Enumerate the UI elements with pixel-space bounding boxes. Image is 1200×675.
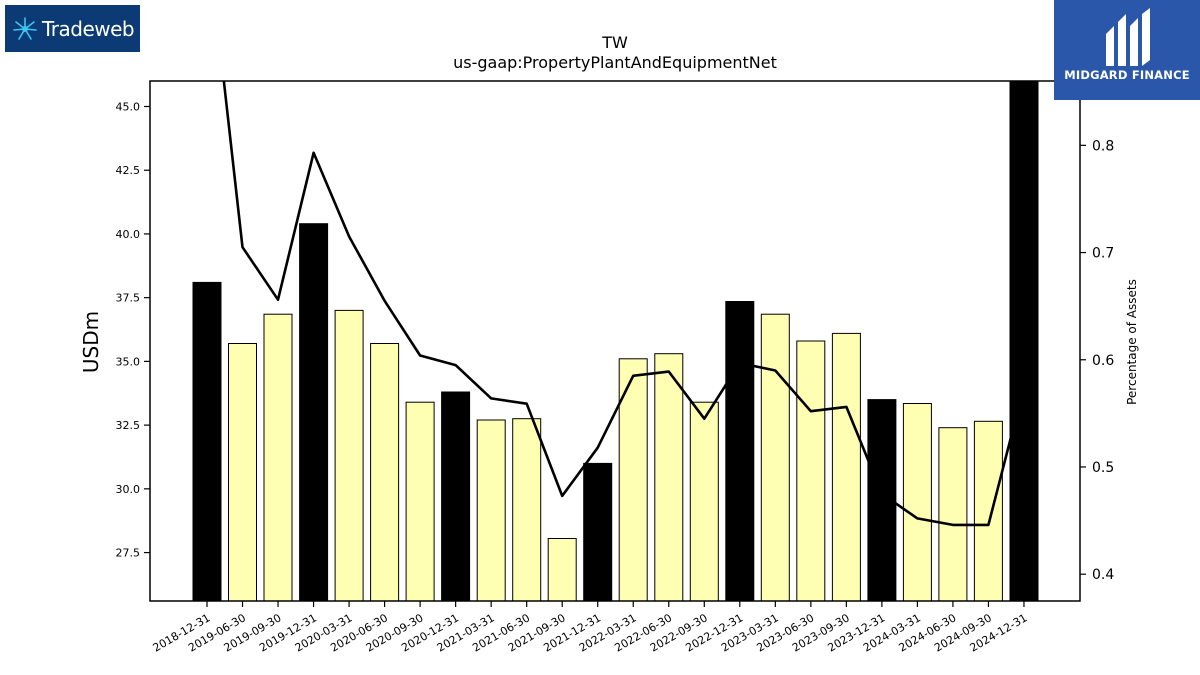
bar-2020-03-31	[334, 309, 364, 601]
tradeweb-logo: Tradeweb	[5, 5, 140, 52]
y-tick-label: 42.5	[116, 164, 141, 177]
y2-tick-label: 0.5	[1092, 460, 1114, 476]
bar-2021-06-30	[512, 418, 542, 601]
bar-2020-09-30	[405, 401, 435, 601]
bar-2024-09-30	[973, 420, 1003, 601]
bar-2021-09-30	[547, 538, 577, 601]
tradeweb-logo-text: Tradeweb	[42, 16, 135, 41]
tradeweb-star-icon	[13, 16, 37, 40]
y-tick-label: 35.0	[116, 355, 141, 368]
bar-2022-06-30	[654, 353, 684, 601]
bar-2018-12-31	[192, 281, 222, 601]
chart-subtitle: us-gaap:PropertyPlantAndEquipmentNet	[453, 53, 777, 72]
y2-tick-label: 0.7	[1092, 246, 1114, 262]
bar-2022-03-31	[618, 358, 648, 601]
y-tick-label: 27.5	[116, 547, 141, 560]
bars-group	[192, 81, 1039, 601]
y2-tick-label: 0.6	[1092, 353, 1114, 369]
y2-tick-label: 0.4	[1092, 567, 1114, 583]
bar-2019-06-30	[228, 343, 257, 601]
chart-title: TW	[601, 33, 628, 52]
y-tick-label: 37.5	[116, 292, 141, 305]
y-tick-label: 32.5	[116, 419, 141, 432]
bar-2020-12-31	[441, 391, 471, 601]
line-group	[222, 81, 1026, 527]
bar-2023-09-30	[831, 332, 861, 601]
plot-frame	[149, 80, 1081, 602]
y-tick-label: 45.0	[116, 100, 141, 113]
bar-2020-06-30	[370, 343, 400, 601]
midgard-finance-logo: MIDGARD FINANCE	[1054, 0, 1200, 100]
bar-2023-03-31	[760, 313, 790, 601]
y2-axis-label: Percentage of Assets	[1125, 279, 1139, 405]
y-tick-label: 40.0	[116, 228, 141, 241]
midgard-logo-text: MIDGARD FINANCE	[1064, 68, 1190, 82]
midgard-emblem-icon	[1106, 8, 1150, 66]
y-tick-label: 30.0	[116, 483, 141, 496]
bar-2024-12-31	[1009, 81, 1039, 601]
percentage-line	[222, 81, 1026, 527]
bar-2024-03-31	[902, 403, 932, 601]
bar-2022-09-30	[689, 401, 719, 601]
bar-2021-03-31	[476, 419, 506, 601]
bar-2023-06-30	[796, 340, 826, 601]
bar-2022-12-31	[725, 301, 755, 601]
y-axis-label: USDm	[79, 311, 103, 373]
bar-2021-12-31	[583, 462, 613, 601]
bar-2024-06-30	[938, 427, 968, 601]
bar-2019-09-30	[263, 313, 293, 601]
y2-tick-label: 0.8	[1092, 138, 1114, 154]
bar-2019-12-31	[299, 223, 329, 601]
